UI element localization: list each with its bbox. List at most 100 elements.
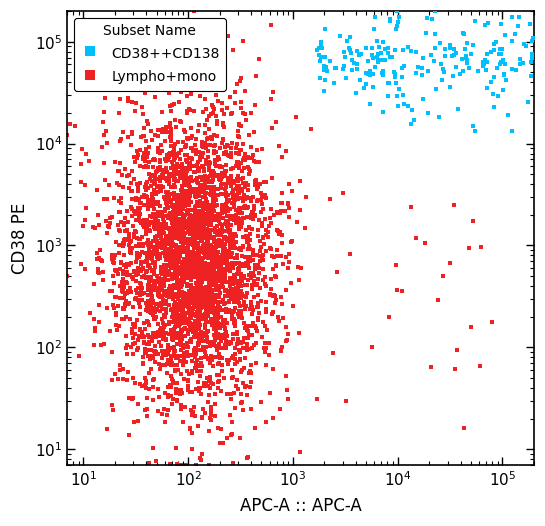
Lympho+mono bbox=[123, 226, 131, 235]
Lympho+mono bbox=[190, 209, 199, 218]
Lympho+mono bbox=[178, 235, 187, 243]
Lympho+mono bbox=[174, 366, 183, 375]
Lympho+mono bbox=[167, 249, 176, 258]
Lympho+mono bbox=[63, 271, 71, 280]
Lympho+mono bbox=[153, 167, 161, 175]
Lympho+mono bbox=[99, 118, 107, 126]
Lympho+mono bbox=[246, 361, 255, 370]
Lympho+mono bbox=[249, 193, 258, 201]
Lympho+mono bbox=[231, 317, 240, 325]
Lympho+mono bbox=[210, 207, 219, 215]
CD38++CD138 bbox=[368, 43, 377, 52]
Lympho+mono bbox=[179, 261, 187, 270]
Lympho+mono bbox=[216, 226, 225, 235]
Lympho+mono bbox=[215, 236, 223, 244]
Lympho+mono bbox=[182, 318, 191, 327]
Lympho+mono bbox=[217, 261, 226, 269]
Lympho+mono bbox=[213, 132, 221, 140]
Lympho+mono bbox=[158, 225, 167, 234]
Lympho+mono bbox=[196, 219, 204, 227]
Lympho+mono bbox=[171, 201, 179, 210]
Lympho+mono bbox=[153, 183, 161, 191]
Lympho+mono bbox=[161, 128, 169, 137]
Lympho+mono bbox=[156, 254, 165, 262]
Lympho+mono bbox=[211, 147, 220, 156]
Lympho+mono bbox=[255, 309, 263, 317]
CD38++CD138 bbox=[423, 14, 432, 23]
Lympho+mono bbox=[200, 261, 209, 270]
Lympho+mono bbox=[156, 202, 165, 210]
Lympho+mono bbox=[233, 218, 242, 226]
Lympho+mono bbox=[227, 230, 235, 239]
Lympho+mono bbox=[213, 116, 222, 125]
Lympho+mono bbox=[137, 382, 146, 390]
Lympho+mono bbox=[148, 249, 156, 258]
Lympho+mono bbox=[234, 164, 243, 172]
Lympho+mono bbox=[183, 263, 192, 271]
Lympho+mono bbox=[185, 182, 193, 190]
Lympho+mono bbox=[201, 213, 210, 221]
Lympho+mono bbox=[127, 140, 136, 149]
CD38++CD138 bbox=[335, 32, 344, 40]
Lympho+mono bbox=[257, 196, 266, 204]
Lympho+mono bbox=[149, 276, 158, 285]
Lympho+mono bbox=[188, 224, 197, 232]
Lympho+mono bbox=[208, 234, 217, 242]
Lympho+mono bbox=[119, 127, 128, 136]
Lympho+mono bbox=[192, 297, 201, 306]
Lympho+mono bbox=[231, 304, 239, 312]
Lympho+mono bbox=[144, 239, 153, 248]
Lympho+mono bbox=[182, 367, 191, 375]
Lympho+mono bbox=[188, 388, 197, 396]
Lympho+mono bbox=[117, 259, 126, 267]
Lympho+mono bbox=[197, 456, 205, 464]
Lympho+mono bbox=[219, 254, 227, 262]
Lympho+mono bbox=[203, 291, 212, 299]
Lympho+mono bbox=[148, 191, 156, 200]
Lympho+mono bbox=[258, 333, 267, 341]
Lympho+mono bbox=[256, 398, 265, 406]
Lympho+mono bbox=[141, 156, 149, 164]
Lympho+mono bbox=[214, 153, 222, 161]
Lympho+mono bbox=[292, 113, 301, 122]
Lympho+mono bbox=[257, 208, 266, 216]
Lympho+mono bbox=[139, 110, 148, 118]
Lympho+mono bbox=[199, 205, 208, 214]
Lympho+mono bbox=[105, 218, 114, 227]
Lympho+mono bbox=[235, 77, 244, 86]
Lympho+mono bbox=[208, 286, 217, 295]
Lympho+mono bbox=[220, 248, 228, 257]
CD38++CD138 bbox=[399, 91, 408, 99]
Lympho+mono bbox=[205, 297, 214, 306]
Lympho+mono bbox=[194, 341, 203, 349]
Lympho+mono bbox=[146, 305, 155, 313]
Lympho+mono bbox=[172, 123, 180, 131]
Lympho+mono bbox=[253, 196, 262, 204]
Lympho+mono bbox=[244, 153, 252, 161]
Lympho+mono bbox=[159, 241, 167, 249]
Lympho+mono bbox=[149, 222, 158, 231]
Lympho+mono bbox=[160, 193, 168, 201]
Lympho+mono bbox=[199, 55, 208, 64]
Lympho+mono bbox=[191, 300, 200, 308]
Lympho+mono bbox=[143, 200, 152, 209]
CD38++CD138 bbox=[463, 39, 471, 48]
CD38++CD138 bbox=[348, 66, 356, 74]
Lympho+mono bbox=[201, 378, 210, 387]
Lympho+mono bbox=[227, 148, 235, 157]
Lympho+mono bbox=[226, 205, 234, 213]
Lympho+mono bbox=[194, 263, 203, 271]
Lympho+mono bbox=[142, 193, 151, 201]
CD38++CD138 bbox=[501, 31, 510, 39]
Lympho+mono bbox=[275, 229, 283, 238]
Lympho+mono bbox=[141, 180, 150, 188]
Lympho+mono bbox=[186, 292, 195, 301]
Lympho+mono bbox=[201, 290, 210, 298]
Lympho+mono bbox=[229, 229, 238, 238]
Lympho+mono bbox=[117, 198, 125, 207]
Lympho+mono bbox=[179, 188, 187, 197]
Lympho+mono bbox=[182, 194, 191, 203]
Lympho+mono bbox=[152, 210, 161, 218]
Lympho+mono bbox=[119, 304, 128, 312]
Lympho+mono bbox=[161, 136, 169, 145]
